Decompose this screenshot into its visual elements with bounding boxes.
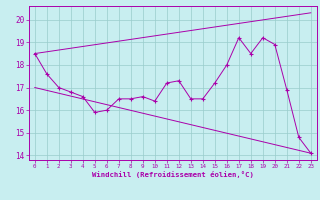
X-axis label: Windchill (Refroidissement éolien,°C): Windchill (Refroidissement éolien,°C) — [92, 171, 254, 178]
